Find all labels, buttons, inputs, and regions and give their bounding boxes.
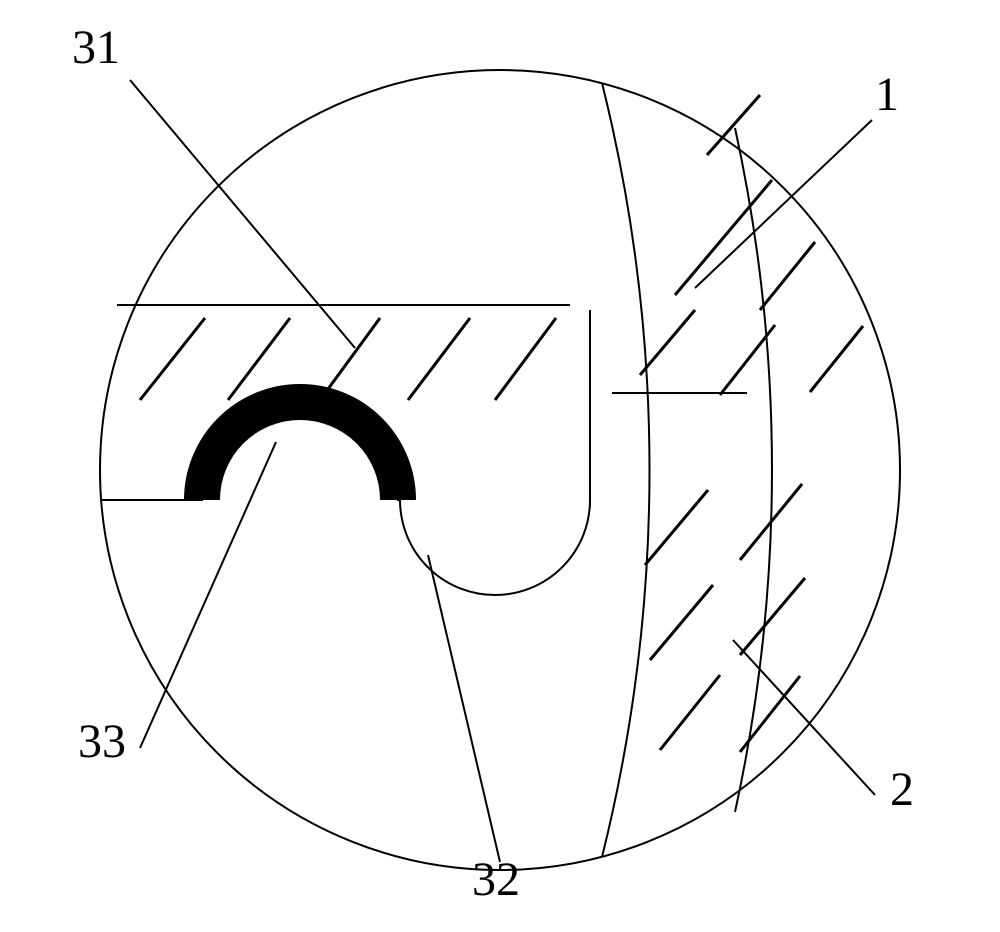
hatch-lower-3 [740, 578, 805, 655]
leader-l32 [428, 555, 500, 862]
hatch-lower-2 [650, 585, 713, 660]
hatch-upper-3 [760, 242, 815, 310]
strip-edge-inner [735, 128, 772, 812]
diagram-svg [0, 0, 1000, 932]
hatch-upper-5 [810, 326, 863, 392]
hatch-upper-2 [640, 310, 695, 375]
hatch-31-0 [140, 318, 205, 400]
label-l31: 31 [72, 20, 120, 75]
leader-l31 [130, 80, 355, 348]
notch-profile [100, 310, 590, 595]
thick-arc-33 [202, 402, 398, 500]
strip-edge-outer [602, 83, 650, 857]
label-l33: 33 [78, 714, 126, 769]
hatch-31-3 [408, 318, 470, 400]
leader-l2 [733, 640, 875, 795]
hatch-31-2 [320, 318, 380, 400]
hatch-31-4 [495, 318, 556, 400]
label-l1: 1 [875, 67, 899, 122]
hatch-lower-5 [740, 676, 800, 752]
leader-l1 [695, 120, 872, 288]
hatch-lower-4 [660, 675, 720, 750]
hatch-upper-4 [720, 325, 775, 395]
label-l2: 2 [890, 762, 914, 817]
hatch-lower-0 [645, 490, 708, 565]
label-l32: 32 [472, 852, 520, 907]
hatch-upper-1 [675, 180, 772, 295]
